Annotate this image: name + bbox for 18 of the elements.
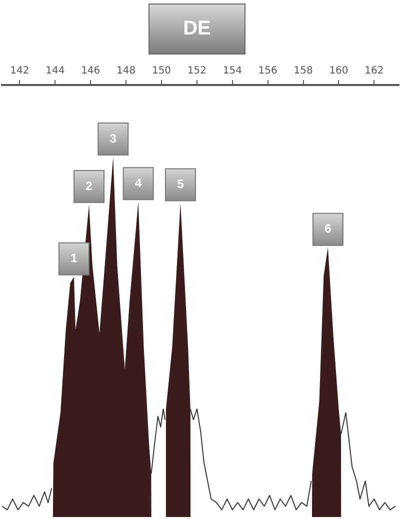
x-tick-label: 146 (81, 66, 100, 77)
annotation: 6 (324, 222, 332, 236)
x-tick-label: 144 (46, 66, 65, 77)
annotation: 3 (110, 131, 117, 146)
annotation: 2 (86, 178, 93, 193)
x-tick-label: 156 (258, 66, 278, 77)
chart-title: DE (183, 18, 211, 40)
annotation: 1 (70, 251, 78, 266)
x-tick-label: 154 (222, 66, 242, 77)
x-tick-label: 160 (329, 66, 348, 77)
x-tick-label: 158 (294, 66, 313, 77)
x-tick-label: 150 (152, 66, 172, 77)
x-tick-label: 162 (364, 66, 384, 77)
x-tick-label: 142 (10, 66, 30, 77)
x-tick-label: 148 (116, 66, 136, 77)
annotation: 5 (177, 177, 184, 192)
annotation: 4 (134, 176, 142, 190)
x-tick-label: 152 (187, 66, 206, 77)
